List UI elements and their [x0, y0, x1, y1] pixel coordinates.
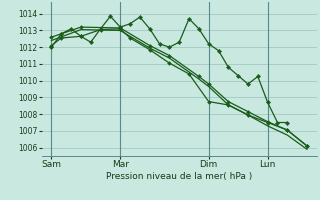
X-axis label: Pression niveau de la mer( hPa ): Pression niveau de la mer( hPa )	[106, 172, 252, 181]
